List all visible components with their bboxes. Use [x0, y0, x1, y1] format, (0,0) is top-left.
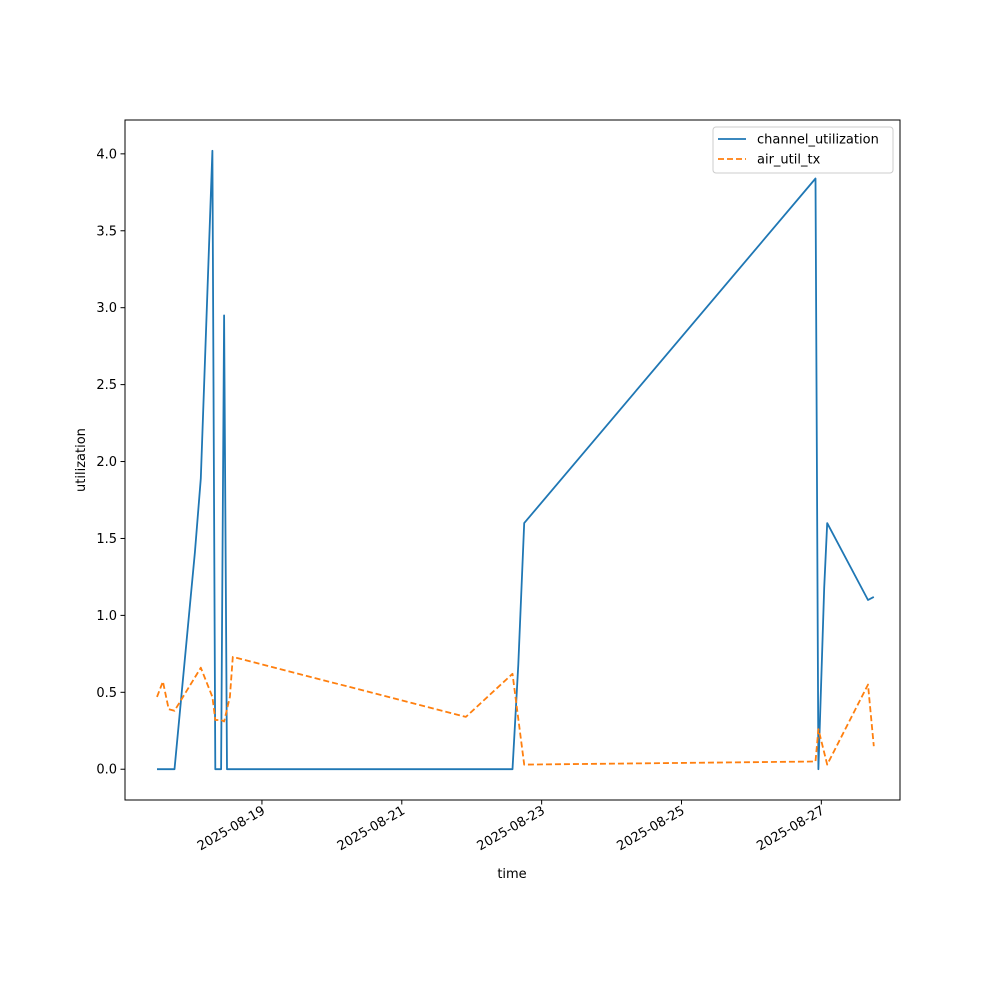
y-axis: 0.0 0.5 1.0 1.5 2.0 2.5 3.0 3.5 4.0	[96, 147, 125, 778]
y-tick-label: 0.5	[96, 686, 117, 701]
y-tick-label: 1.5	[96, 532, 117, 547]
y-tick-label: 3.5	[96, 224, 117, 239]
plot-lines	[156, 149, 875, 771]
y-tick-label: 4.0	[96, 147, 117, 162]
y-tick-label: 3.0	[96, 301, 117, 316]
legend-label-channel-utilization: channel_utilization	[757, 133, 879, 148]
legend: channel_utilization air_util_tx	[712, 126, 894, 174]
plot-frame	[124, 119, 901, 801]
y-tick-label: 0.0	[96, 763, 117, 778]
series-line-air-util-tx	[156, 656, 875, 766]
series-line-channel-utilization	[157, 149, 875, 771]
legend-box	[712, 126, 894, 174]
y-tick-label: 2.5	[96, 378, 117, 393]
x-axis-title: time	[497, 867, 526, 882]
legend-label-air-util-tx: air_util_tx	[757, 153, 821, 168]
y-axis-title: utilization	[74, 428, 89, 492]
y-tick-label: 2.0	[96, 455, 117, 470]
y-tick-label: 1.0	[96, 609, 117, 624]
